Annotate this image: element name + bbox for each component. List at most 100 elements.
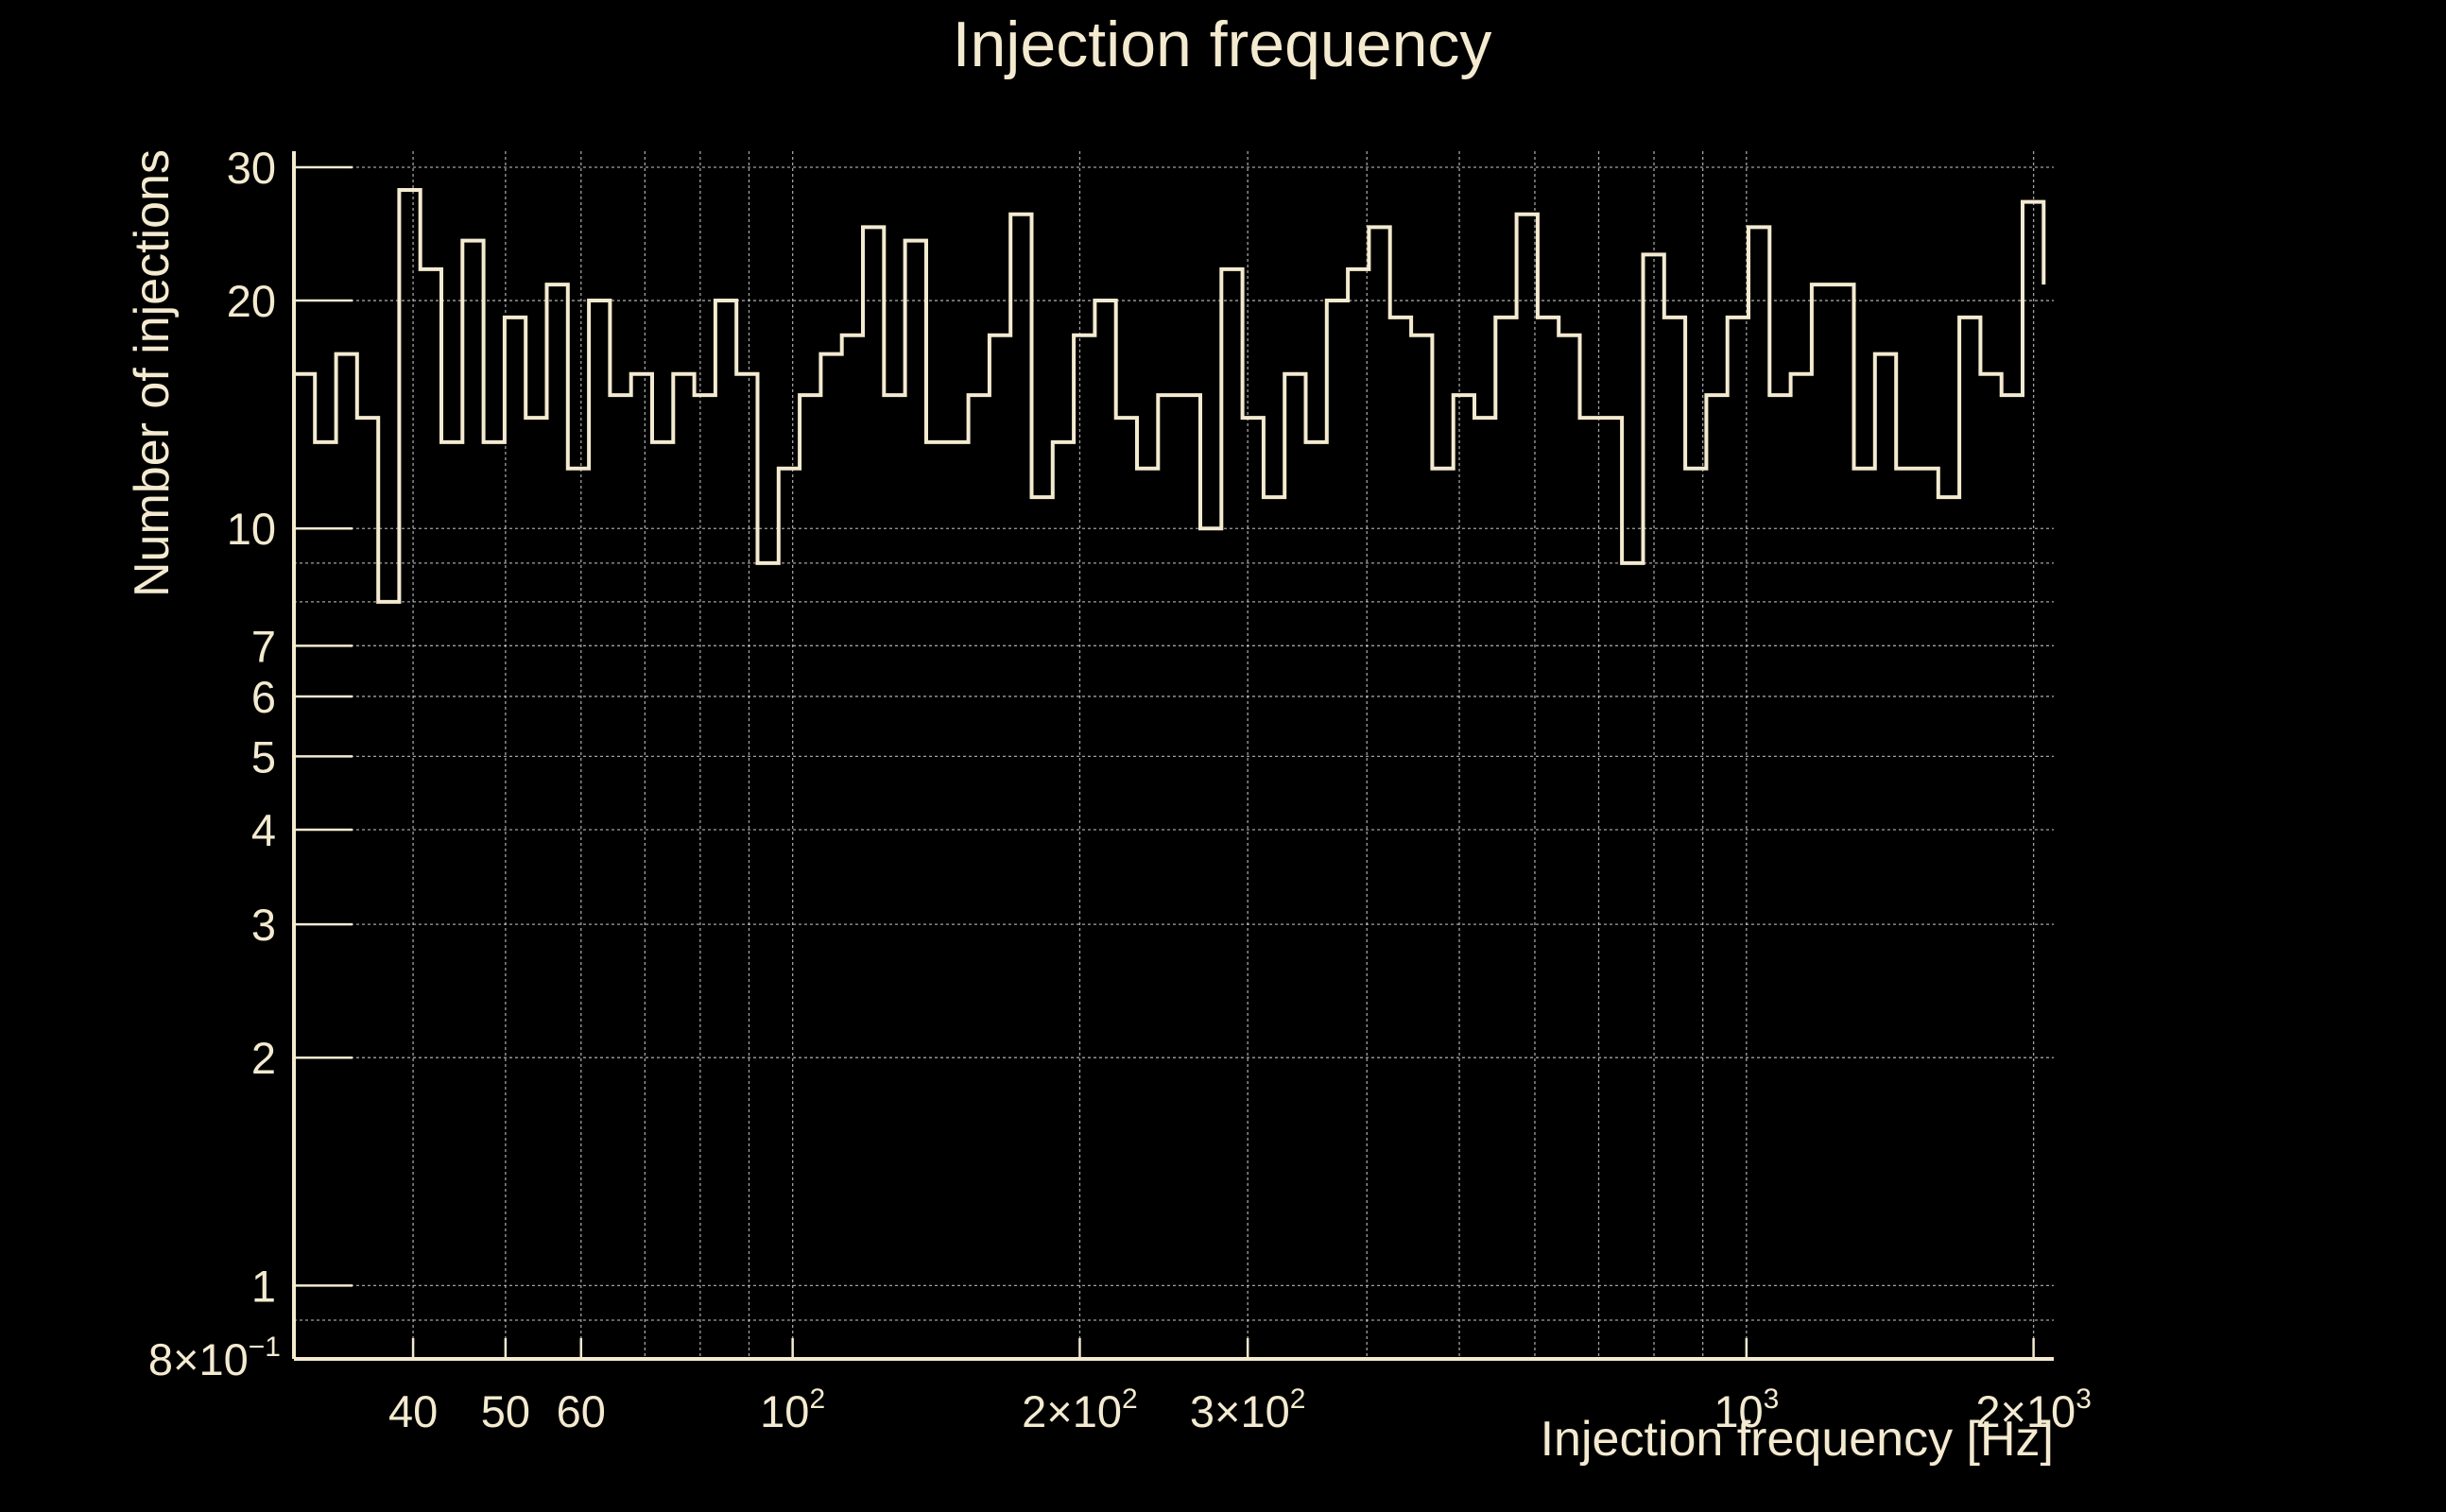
histogram-bin [1074,335,1094,1359]
histogram-bin [1158,395,1179,1359]
histogram-bin [1200,528,1221,1359]
histogram-bin [421,269,441,1359]
histogram-bin [1791,374,1812,1359]
histogram-bin [695,395,715,1359]
histogram-bin [1053,442,1074,1359]
histogram-bin [1474,418,1495,1359]
histogram-bin [294,374,315,1359]
x-tick-label: 102 [760,1383,825,1436]
histogram-bin [357,418,378,1359]
histogram-bin [1580,418,1601,1359]
histogram-bin [1728,318,1748,1359]
histogram-bin [1369,227,1389,1359]
histogram-bin [1601,418,1622,1359]
histogram-bin [589,301,610,1359]
histogram-bin [758,563,779,1359]
histogram-bin [505,318,525,1359]
histogram-bin [1664,318,1685,1359]
x-tick-label: 2×102 [1022,1383,1138,1436]
histogram-bin [1306,442,1327,1359]
histogram-bin [1495,318,1516,1359]
x-tick-label: 60 [557,1386,606,1436]
histogram-bin [568,469,589,1359]
y-tick-label: 1 [251,1261,276,1311]
histogram-bin [1854,469,1875,1359]
chart-title: Injection frequency [953,9,1492,80]
tick-labels: 40 50 60 102 2×102 3×102 103 2×103 8×10−1 1 2 3 4 5 67… [148,143,2092,1436]
histogram-bin [947,442,968,1359]
grid-lines [294,151,2054,1359]
y-tick-label: 10 [227,504,276,554]
histogram-bin [378,602,399,1359]
y-tick-label: 3 [251,900,276,950]
histogram-bin [336,354,357,1359]
histogram-bin [1769,395,1790,1359]
histogram-bin [652,442,673,1359]
histogram-bin [1917,469,1938,1359]
histogram-bin [1243,418,1264,1359]
histogram-bin [969,395,990,1359]
histogram-bin [736,374,757,1359]
histogram-bin [779,469,800,1359]
x-axis-label: Injection frequency [Hz] [1541,1412,2054,1467]
y-tick-label: 2 [251,1033,276,1083]
histogram-bin [905,241,926,1359]
histogram-bin [1180,395,1200,1359]
histogram-bin [1980,374,2001,1359]
histogram-bin [715,301,736,1359]
histogram-bin [1685,469,1706,1359]
histogram-bin [2023,202,2043,1359]
histogram-bin [631,374,652,1359]
histogram-bin [1094,301,1115,1359]
histogram-bin [1137,469,1158,1359]
x-tick-label: 40 [388,1386,438,1436]
histogram-bin [1221,269,1242,1359]
histogram-bin [1454,395,1474,1359]
histogram-bin [820,354,841,1359]
histogram-bin [800,395,820,1359]
histogram-bin [1327,301,1348,1359]
y-tick-label: 20 [227,276,276,326]
x-tick-label: 3×102 [1190,1383,1306,1436]
y-tick-label: 5 [251,731,276,782]
histogram-bin [1559,335,1579,1359]
histogram-bin [1264,497,1284,1359]
histogram-bin [525,418,546,1359]
y-tick-label: 6 [251,672,276,722]
histogram-bin [1517,215,1538,1359]
histogram-bin [546,284,567,1359]
histogram-bin [1538,318,1559,1359]
histogram-bin [1432,469,1453,1359]
x-tick-label: 103 [1714,1383,1779,1436]
histogram-bin [399,190,420,1359]
histogram-bin [884,395,904,1359]
histogram-bin [863,227,884,1359]
histogram-bin [610,395,630,1359]
histogram-bin [1959,318,1980,1359]
histogram-bin [1938,497,1959,1359]
histogram-bin [1833,284,1853,1359]
histogram-bin [673,374,694,1359]
histogram-outline [294,188,2046,604]
histogram-bin [842,335,863,1359]
histogram-bin [1706,395,1727,1359]
histogram-bin [1748,227,1769,1359]
x-tick-label: 2×103 [1975,1383,2092,1436]
y-tick-label: 7 [251,621,276,671]
y-tick-label: 4 [251,805,276,855]
histogram-bin [1643,254,1663,1359]
histogram-bin [315,442,336,1359]
histogram-bin [1875,354,1896,1359]
histogram-bin [462,241,483,1359]
histogram-bin [1411,335,1432,1359]
histogram-bin [1348,269,1369,1359]
y-tick-label: 8×10−1 [148,1332,281,1384]
axes [292,151,2054,1361]
histogram-bin [1622,563,1643,1359]
histogram-bin [1896,469,1917,1359]
histogram-bin [926,442,947,1359]
histogram-bin [1812,284,1833,1359]
histogram-bin [1010,215,1031,1359]
histogram-bin [441,442,462,1359]
